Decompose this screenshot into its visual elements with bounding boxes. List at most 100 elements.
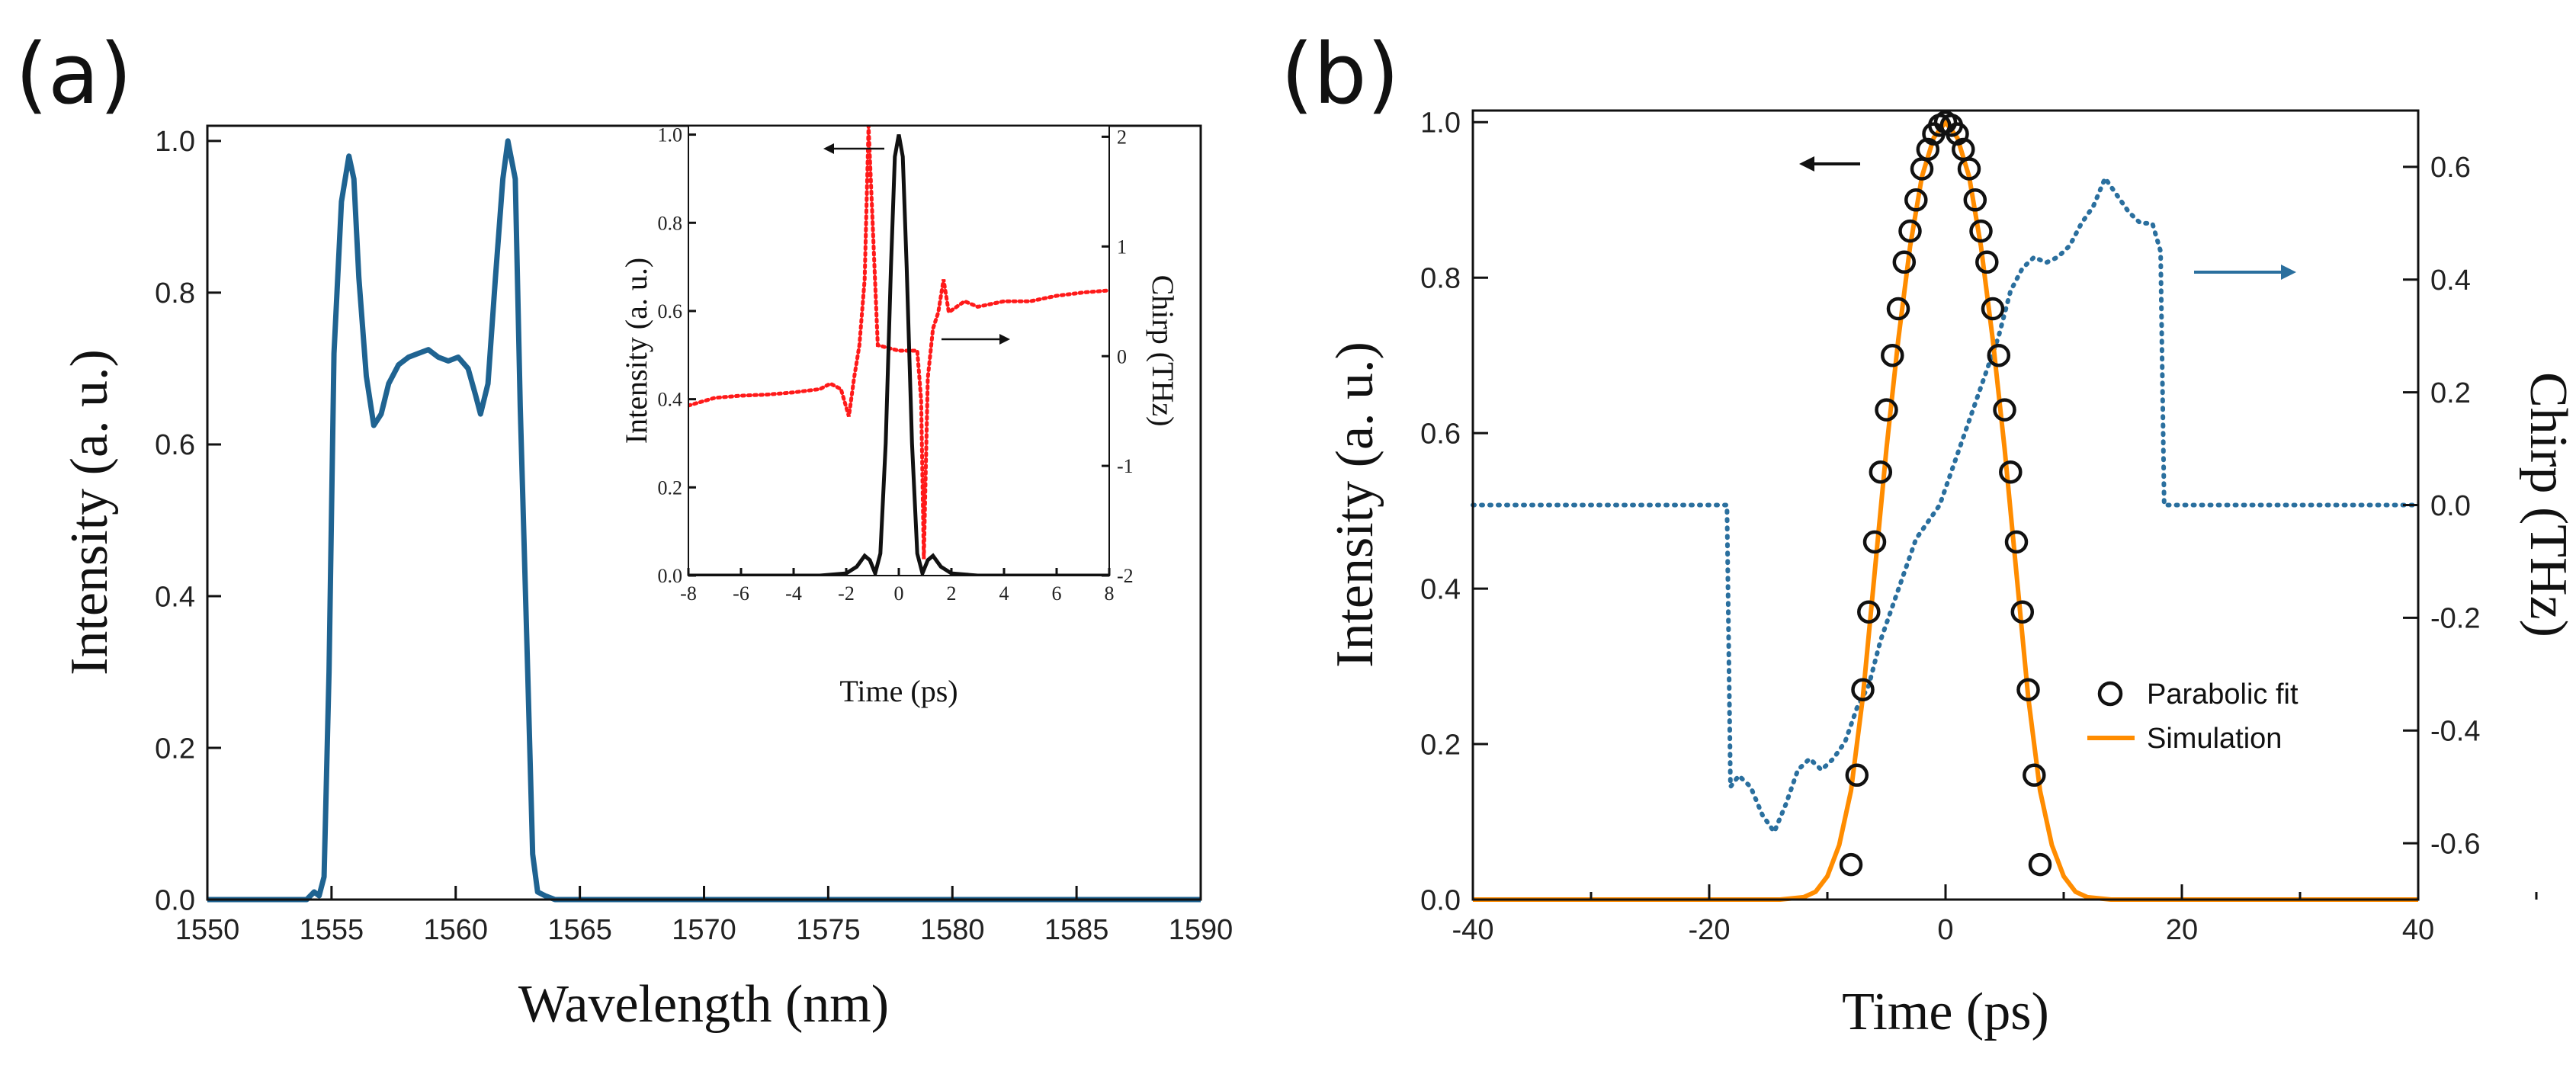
panel-a: (a) 1550 1555 1560 1565 1570 1575 1580 1585 1590… bbox=[15, 25, 1233, 1034]
parabolic-fit-point bbox=[2010, 600, 2035, 624]
panel-a-y-tick-label: 0.4 bbox=[155, 581, 195, 613]
panel-a-x-tick-label: 1575 bbox=[796, 914, 861, 946]
panel-a-label: (a) bbox=[15, 25, 132, 123]
parabolic-fit-point bbox=[2016, 678, 2040, 701]
parabolic-fit-point bbox=[1857, 600, 1881, 624]
panel-b-x-ticks: -40 -20 0 20 40 bbox=[1452, 884, 2538, 946]
panel-b-chirp-line bbox=[1471, 173, 2420, 837]
panel-b-y2-axis-title: Chirp (THz) bbox=[2519, 372, 2576, 637]
inset-y-axis-title: Intensity (a. u.) bbox=[619, 258, 653, 444]
simulation-line bbox=[1473, 120, 2418, 902]
panel-b-x-tick-label: 20 bbox=[2166, 914, 2198, 946]
parabolic-fit-point bbox=[1999, 460, 2023, 484]
parabolic-fit-point bbox=[1869, 460, 1893, 484]
inset-y-tick-label: 1.0 bbox=[658, 124, 683, 146]
inset-y2-tick-label: 1 bbox=[1117, 236, 1127, 258]
panel-a-x-tick-label: 1550 bbox=[175, 914, 240, 946]
parabolic-fit-point bbox=[1969, 219, 1993, 243]
panel-b-y-tick-label: 0.4 bbox=[1420, 573, 1461, 605]
parabolic-fit-point bbox=[1993, 398, 2016, 422]
panel-b-legend: Parabolic fit Simulation bbox=[2087, 678, 2299, 755]
inset-x-tick-label: 6 bbox=[1052, 582, 1062, 605]
inset-plot-area bbox=[688, 126, 1109, 576]
parabolic-fit-point bbox=[2023, 763, 2046, 788]
inset-x-tick-label: 4 bbox=[999, 582, 1009, 605]
legend-parabolic-fit: Parabolic fit bbox=[2147, 678, 2299, 711]
inset-y-tick-label: 0.2 bbox=[658, 476, 683, 499]
inset-y-tick-label: 0.0 bbox=[658, 565, 683, 587]
panel-b-y2-tick-label: 0.2 bbox=[2430, 377, 2471, 409]
panel-b-intensity-arrow bbox=[1799, 156, 1860, 172]
parabolic-fit-point bbox=[1839, 852, 1863, 877]
panel-a-y-tick-label: 0.0 bbox=[155, 884, 195, 916]
inset-intensity-arrow bbox=[823, 143, 884, 154]
inset-y2-axis-title: Chirp (THz) bbox=[1146, 275, 1180, 427]
parabolic-fit-point bbox=[1916, 137, 1940, 162]
panel-b-y2-tick-label: -0.2 bbox=[2430, 603, 2480, 635]
panel-a-x-tick-label: 1570 bbox=[672, 914, 736, 946]
panel-b-label: (b) bbox=[1281, 25, 1400, 123]
legend-circle-marker bbox=[2097, 681, 2123, 707]
parabolic-fit-point bbox=[1851, 678, 1875, 701]
parabolic-fit-point bbox=[1981, 297, 2005, 321]
panel-a-x-tick-label: 1590 bbox=[1169, 914, 1233, 946]
panel-a-y-tick-label: 1.0 bbox=[155, 126, 195, 158]
inset-y2-tick-label: 2 bbox=[1117, 126, 1127, 148]
inset-x-tick-label: -2 bbox=[838, 582, 855, 605]
panel-a-plot-area bbox=[207, 138, 1201, 903]
parabolic-fit-point bbox=[1892, 250, 1917, 274]
parabolic-fit-point bbox=[1898, 219, 1922, 243]
panel-b-chirp-arrow bbox=[2194, 265, 2296, 280]
panel-b: (b) -40 -20 0 20 40 0.00.20.40.60.81.0 -0.6-… bbox=[1281, 25, 2576, 1041]
panel-a-x-tick-label: 1585 bbox=[1044, 914, 1109, 946]
panel-a-x-ticks: 1550 1555 1560 1565 1570 1575 1580 1585 1590 bbox=[175, 886, 1233, 946]
panel-b-x-tick-label: 40 bbox=[2402, 914, 2434, 946]
panel-b-y2-tick-label: 0.6 bbox=[2430, 152, 2471, 184]
panel-b-x-tick-label: -20 bbox=[1689, 914, 1731, 946]
panel-b-y2-tick-label: 0.0 bbox=[2430, 490, 2471, 522]
parabolic-fit-point bbox=[1963, 188, 1987, 212]
parabolic-fit-point bbox=[1875, 398, 1898, 422]
inset-y2-tick-label: -1 bbox=[1117, 455, 1134, 477]
parabolic-fit-point bbox=[1886, 297, 1910, 321]
panel-b-y2-ticks: -0.6 -0.4 -0.2 0.0 0.2 0.4 0.6 bbox=[2403, 152, 2480, 860]
panel-a-y-tick-label: 0.2 bbox=[155, 733, 195, 765]
panel-b-y-tick-label: 0.8 bbox=[1420, 263, 1461, 295]
panel-b-x-tick-label: 0 bbox=[1937, 914, 1953, 946]
panel-a-x-axis-title: Wavelength (nm) bbox=[518, 975, 889, 1034]
panel-b-y-tick-label: 1.0 bbox=[1420, 107, 1461, 140]
inset-y2-tick-label: -2 bbox=[1117, 565, 1134, 587]
panel-b-y-tick-label: 0.0 bbox=[1420, 884, 1461, 916]
inset-y-tick-label: 0.4 bbox=[658, 389, 683, 411]
panel-b-y-axis-title: Intensity (a. u.) bbox=[1326, 342, 1384, 668]
inset-x-tick-label: -6 bbox=[733, 582, 749, 605]
inset-x-tick-label: 2 bbox=[947, 582, 957, 605]
inset-y-tick-label: 0.6 bbox=[658, 300, 683, 322]
panel-a-x-tick-label: 1565 bbox=[547, 914, 612, 946]
panel-b-y2-tick-label: -0.4 bbox=[2430, 716, 2480, 748]
spectrum-line bbox=[207, 138, 1201, 903]
inset-y-ticks: 0.0 0.2 0.4 0.6 0.8 1.0 bbox=[658, 124, 696, 587]
inset-x-tick-label: -8 bbox=[680, 582, 697, 605]
panel-b-y-tick-label: 0.6 bbox=[1420, 418, 1461, 450]
inset-y2-tick-label: 0 bbox=[1117, 345, 1127, 367]
parabolic-fit-point bbox=[1862, 530, 1887, 554]
panel-a-x-tick-label: 1555 bbox=[300, 914, 364, 946]
panel-a-y-axis-title: Intensity (a. u.) bbox=[60, 349, 119, 675]
panel-b-y2-tick-label: 0.4 bbox=[2430, 265, 2471, 297]
parabolic-fit-point bbox=[1975, 250, 1999, 274]
panel-a-y-ticks: 0.0 0.2 0.4 0.6 0.8 1.0 bbox=[155, 126, 221, 916]
inset-x-ticks: -8 -6 -4 -2 0 2 4 6 8 bbox=[680, 568, 1115, 605]
inset-y2-ticks: -2 -1 0 1 2 bbox=[1102, 126, 1134, 587]
panel-b-x-tick-label: -40 bbox=[1452, 914, 1494, 946]
panel-a-x-tick-label: 1560 bbox=[423, 914, 488, 946]
panel-b-y-ticks: 0.0 0.2 0.4 0.6 0.8 1.0 bbox=[1420, 107, 1488, 916]
parabolic-fit-point bbox=[1845, 763, 1869, 788]
parabolic-fit-point bbox=[1881, 343, 1904, 367]
parabolic-fit-point bbox=[2028, 852, 2052, 877]
parabolic-fit-point bbox=[1957, 157, 1981, 181]
panel-a-y-tick-label: 0.8 bbox=[155, 277, 195, 310]
panel-b-y-tick-label: 0.2 bbox=[1420, 729, 1461, 761]
inset-x-tick-label: 8 bbox=[1105, 582, 1115, 605]
panel-b-y2-tick-label: -0.6 bbox=[2430, 828, 2480, 860]
